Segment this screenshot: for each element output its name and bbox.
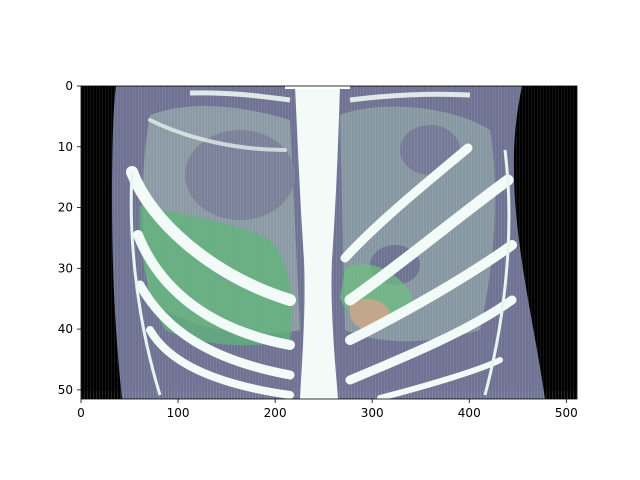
- left-rib-edge: [129, 171, 162, 396]
- x-tick-label: 100: [167, 406, 190, 420]
- spine: [295, 86, 340, 399]
- x-tick-label: 500: [555, 406, 578, 420]
- x-tick-label: 200: [264, 406, 287, 420]
- x-axis: 0 100 200 300 400 500: [77, 399, 578, 420]
- ct-image: [81, 86, 577, 399]
- right-rib-edge: [483, 149, 511, 396]
- y-tick-label: 10: [58, 140, 73, 154]
- top-bright-band: [189, 90, 471, 103]
- x-tick-label: 400: [458, 406, 481, 420]
- y-tick-label: 50: [58, 383, 73, 397]
- y-tick-label: 20: [58, 201, 73, 215]
- bottom-artifact: [81, 391, 577, 399]
- y-tick-label: 30: [58, 261, 73, 275]
- x-tick-label: 0: [77, 406, 85, 420]
- y-tick-label: 40: [58, 322, 73, 336]
- y-tick-label: 0: [65, 79, 73, 93]
- axes-frame: [80, 85, 578, 400]
- x-tick-label: 300: [361, 406, 384, 420]
- y-axis: 0 10 20 30 40 50: [58, 79, 81, 397]
